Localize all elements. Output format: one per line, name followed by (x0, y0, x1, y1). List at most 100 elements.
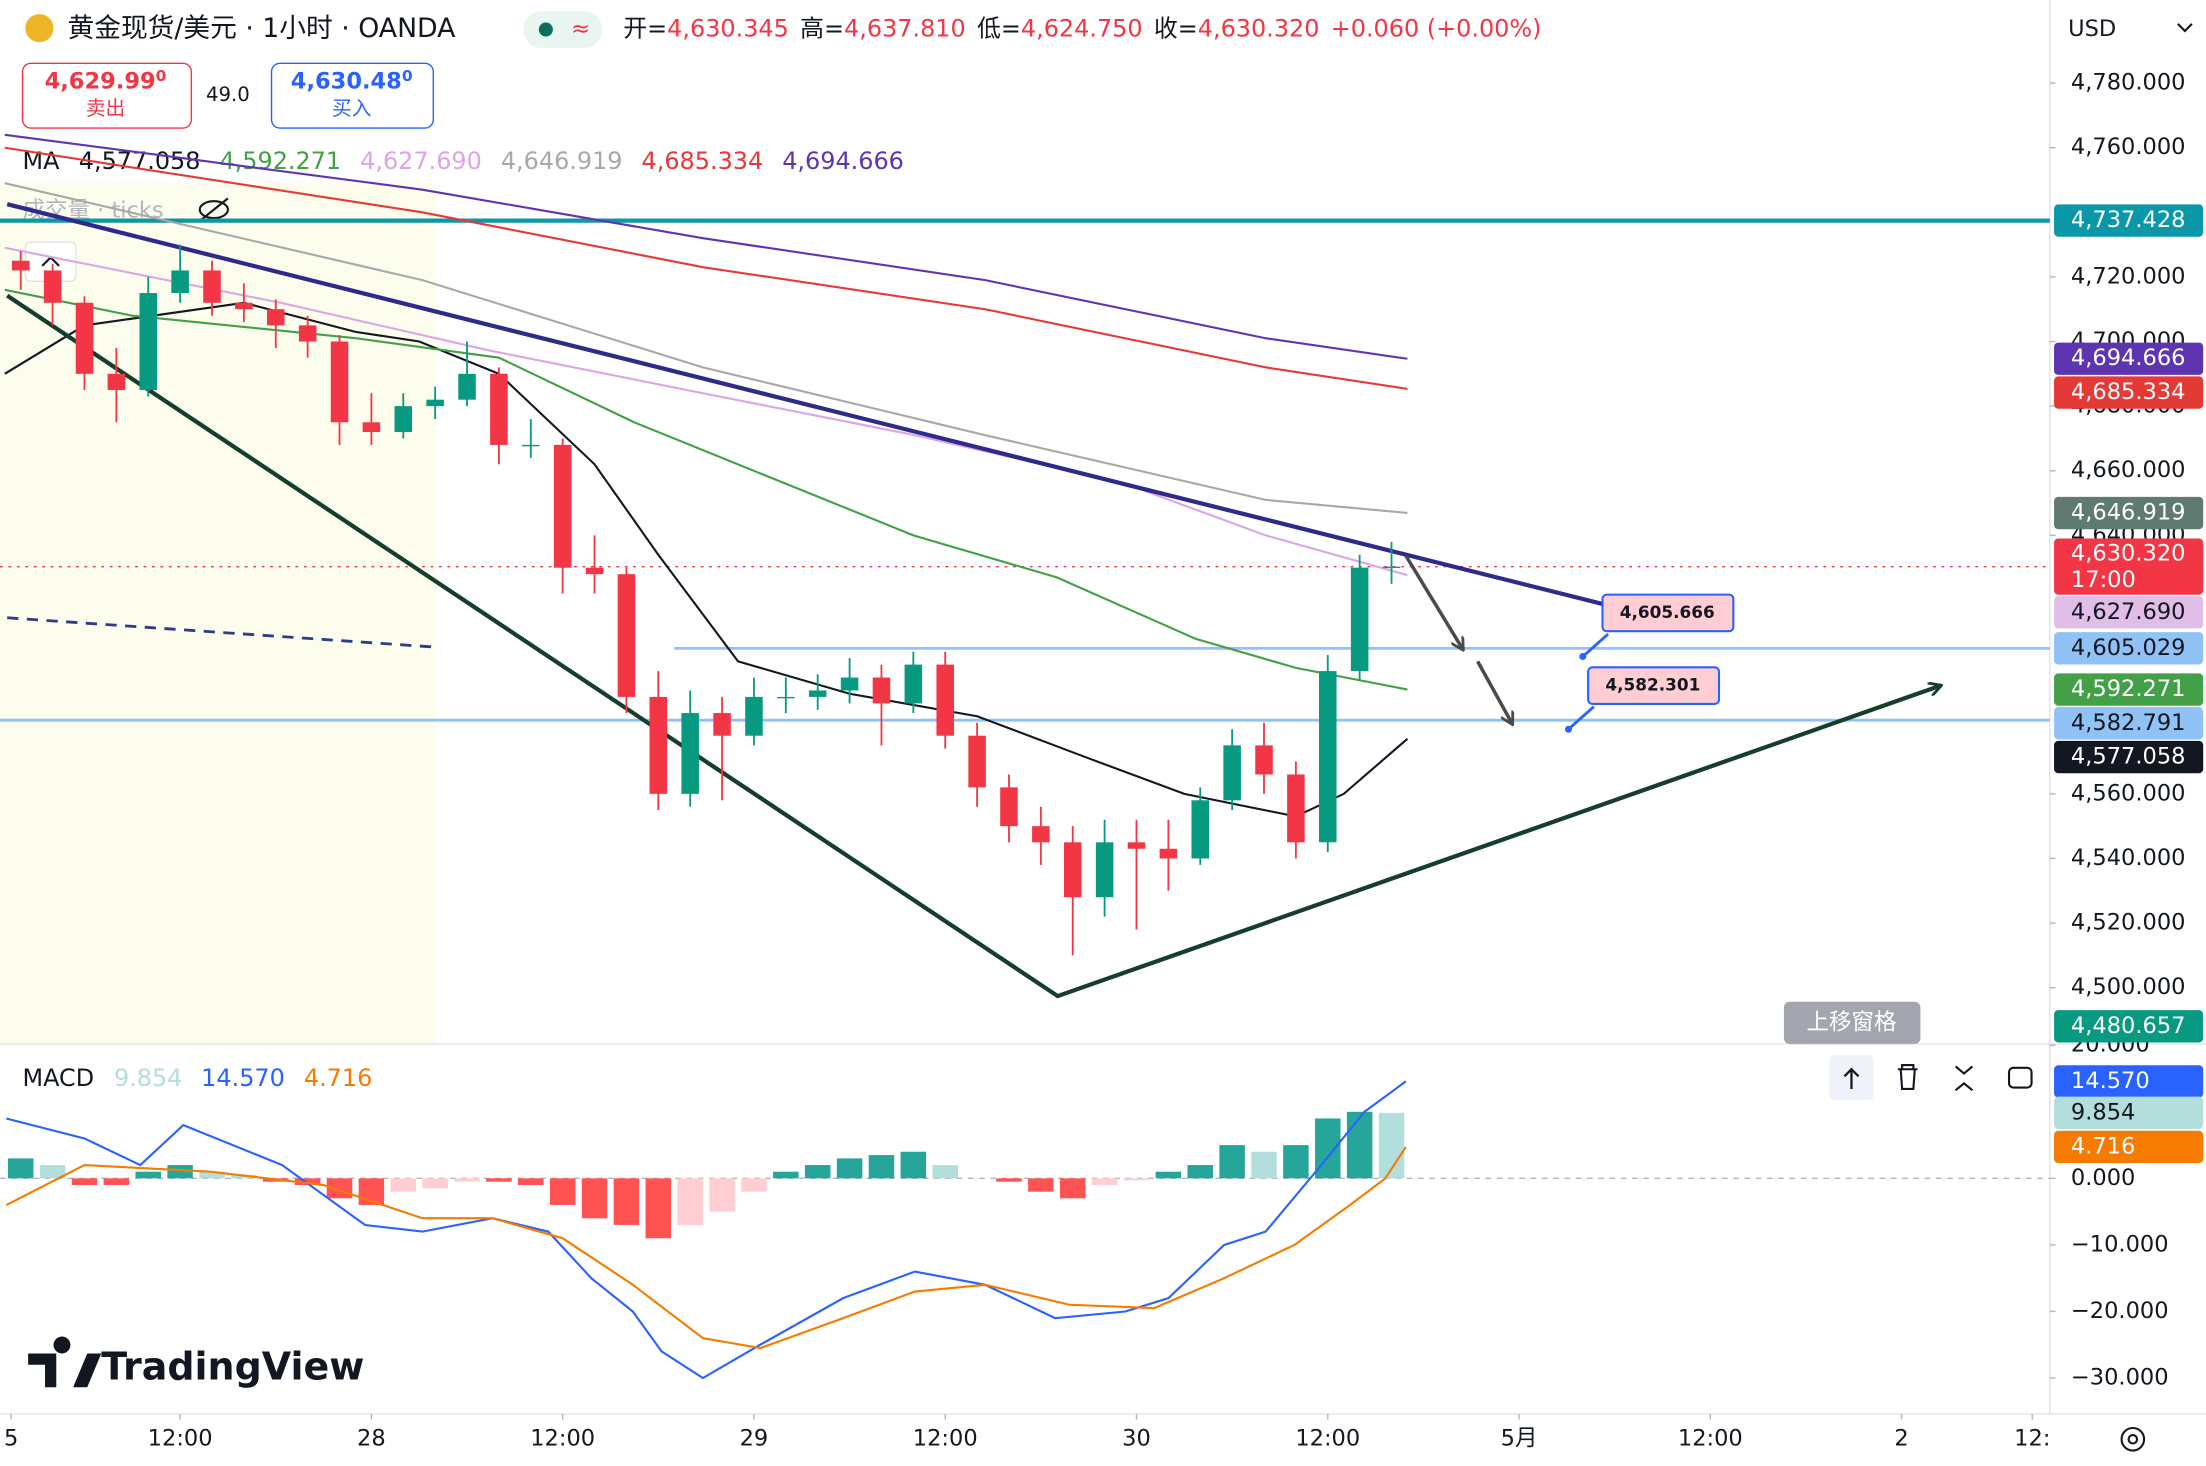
trend-line (6, 293, 1941, 999)
candle-body (43, 270, 62, 303)
ma-legend-value: 4,646.919 (501, 147, 623, 175)
sell-label: 卖出 (86, 97, 125, 120)
callout-label: 4,605.666 (1620, 602, 1715, 622)
macd-y-tick-label: −20.000 (2071, 1298, 2169, 1324)
macd-histogram-bar (71, 1178, 98, 1186)
ma-legend-value: 4,694.666 (782, 147, 904, 175)
candle-body (203, 270, 221, 303)
hide-icon[interactable] (198, 197, 229, 222)
x-tick-label: 30 (1122, 1426, 1151, 1452)
y-tick-label: 4,520.000 (2071, 910, 2186, 936)
candle-body (1223, 745, 1241, 801)
macd-histogram-bar (773, 1171, 799, 1179)
macd-hist-legend: 9.854 (114, 1064, 182, 1092)
macd-histogram-bar (135, 1171, 161, 1179)
settings-icon[interactable] (2120, 1426, 2146, 1452)
macd-y-tick-label: 0.000 (2071, 1165, 2135, 1191)
ma-line (4, 246, 1408, 577)
candle-body (171, 270, 189, 294)
macd-histogram-bar (868, 1155, 895, 1179)
price-badge-label: 4,627.690 (2071, 599, 2186, 625)
macd-legend-value: 14.570 (201, 1064, 285, 1092)
ma-line (4, 133, 1408, 360)
currency[interactable]: USD (2068, 16, 2116, 42)
macd-badge-label: 4.716 (2071, 1133, 2135, 1159)
status-pill[interactable] (523, 11, 603, 48)
macd-histogram-bar (1091, 1178, 1118, 1186)
change: +0.060 (+0.00%) (1331, 15, 1542, 43)
ohlc-legend: 开=4,630.345 高=4,637.810 低=4,624.750 收=4,630… (623, 15, 1541, 43)
x-tick-label: 12:00 (913, 1426, 978, 1452)
symbol-title[interactable]: 黄金现货/美元 · 1小时 · OANDA (68, 13, 457, 44)
macd-title: MACD (23, 1064, 95, 1092)
price-badge (2054, 707, 2204, 740)
candle-body (1191, 800, 1210, 859)
macd-histogram-bar (390, 1178, 417, 1192)
price-badge-label: 4,630.320 (2071, 540, 2186, 566)
price-badge-label: 4,577.058 (2071, 744, 2186, 770)
y-tick-label: 4,720.000 (2071, 263, 2186, 289)
price-badge (2054, 673, 2204, 706)
macd-histogram-bar (7, 1158, 34, 1179)
ma-line (4, 301, 1409, 818)
candle-body (553, 444, 572, 568)
macd-histogram-bar (709, 1178, 735, 1212)
candle-body (458, 373, 476, 400)
macd-histogram-bar (996, 1178, 1022, 1182)
maximize-button[interactable] (1941, 1055, 1987, 1101)
buy-price-main: 4,630.48 (291, 68, 402, 94)
candle-body (745, 696, 763, 736)
delete-button[interactable] (1885, 1055, 1931, 1101)
price-badge-label: 4,605.029 (2071, 635, 2186, 661)
candle-body (1000, 787, 1018, 827)
price-badge-label: 4,737.428 (2071, 207, 2186, 233)
price-badge (2054, 1010, 2204, 1043)
candle-body (1127, 842, 1146, 849)
macd-badge-label: 9.854 (2071, 1099, 2135, 1125)
macd-histogram-bar (1028, 1178, 1054, 1192)
macd-histogram-bar (167, 1165, 193, 1179)
price-badge-countdown: 17:00 (2071, 567, 2136, 593)
buy-button[interactable] (270, 62, 435, 129)
sell-button[interactable] (21, 62, 193, 129)
y-tick-label: 4,500.000 (2071, 974, 2186, 1000)
tooltip (1783, 1001, 1921, 1044)
callout-anchor (1564, 725, 1572, 733)
candle-body (585, 567, 604, 575)
y-tick-label: 4,540.000 (2071, 845, 2186, 871)
macd-histogram-bar (613, 1178, 640, 1225)
macd-histogram-bar (1059, 1178, 1086, 1199)
sell-price-main: 4,629.99 (45, 68, 156, 94)
candle-body (11, 260, 30, 271)
candle-body (522, 444, 540, 447)
buy-price-frac: 0 (402, 66, 413, 84)
macd-y-tick-label: −30.000 (2071, 1364, 2169, 1390)
macd-histogram-bar (645, 1178, 672, 1239)
currency-dropdown[interactable] (2177, 23, 2193, 33)
delete-icon (1897, 1063, 1918, 1090)
ohlc-value: 4,630.345 (667, 15, 789, 43)
macd-legend-value: 4.716 (304, 1064, 372, 1092)
candle-body (394, 406, 413, 432)
candle-body (968, 735, 986, 788)
macd-histogram-bar (486, 1178, 512, 1182)
ohlc-label: 低= (977, 15, 1021, 43)
candle-body (1063, 842, 1082, 898)
candle-body (936, 664, 954, 736)
candle-body (1255, 745, 1273, 775)
settings-button[interactable] (1997, 1055, 2043, 1101)
candle-body (681, 713, 699, 794)
x-tick-label: 28 (357, 1426, 386, 1452)
price-badge (2054, 538, 2204, 595)
ma-line (4, 288, 1408, 691)
macd-histogram-bar (549, 1178, 576, 1205)
macd-histogram-bar (581, 1178, 608, 1219)
macd-y-tick-label: −10.000 (2071, 1231, 2169, 1257)
macd-line (6, 1080, 1407, 1380)
candle-body (426, 399, 444, 407)
candle-body (330, 341, 349, 423)
maximize-icon (1954, 1065, 1974, 1092)
macd-histogram-bar (932, 1165, 958, 1179)
candle-body (1032, 826, 1050, 843)
